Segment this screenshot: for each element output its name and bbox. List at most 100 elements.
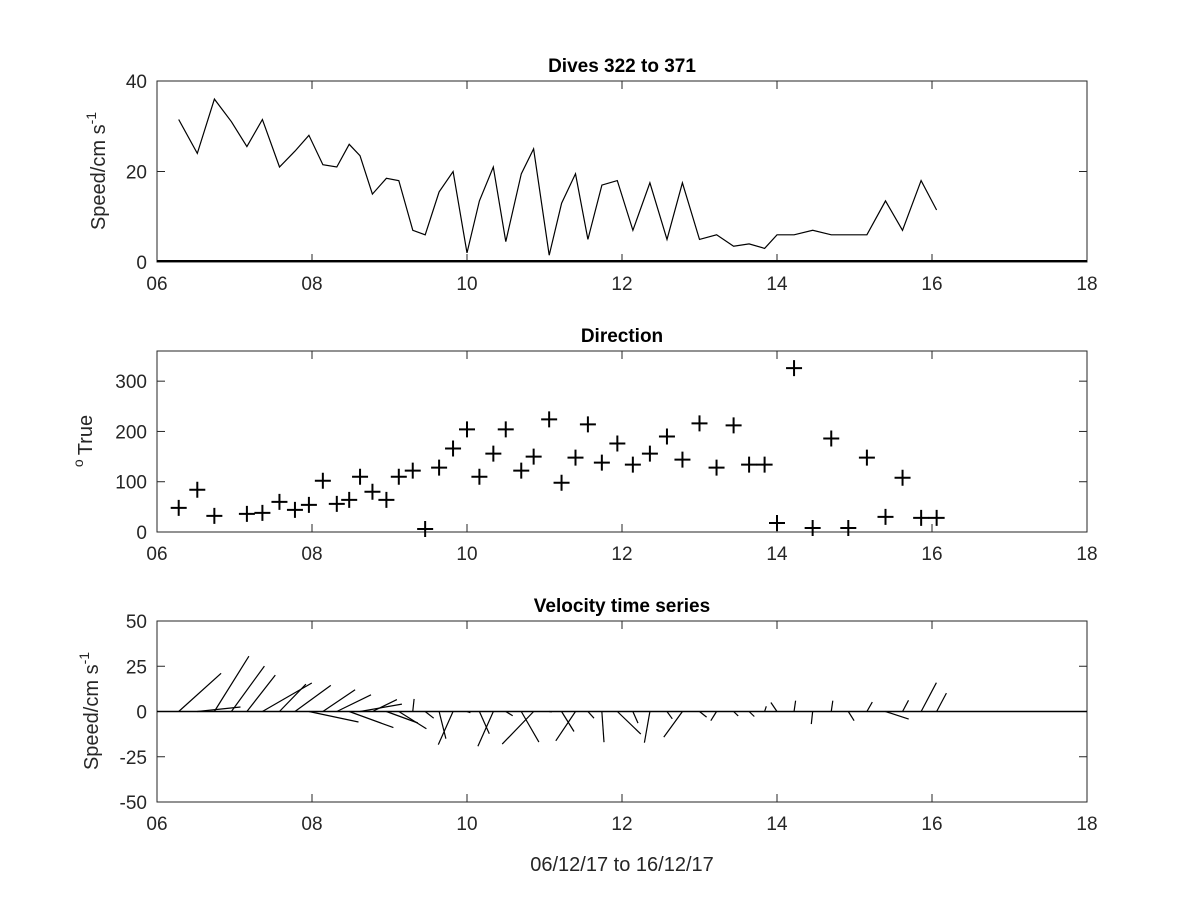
speed-x-ticks: 06 08 10 12 14 16 18 [146, 81, 1098, 295]
direction-ylabel-superscript: o [70, 459, 86, 467]
direction-point [553, 474, 570, 491]
speed-x-tick-label: 16 [921, 274, 942, 295]
direction-point [254, 504, 271, 521]
direction-point [579, 416, 596, 433]
direction-point [609, 435, 626, 452]
speed-ylabel-text: Speed/cm s [88, 124, 110, 230]
velocity-stick [230, 665, 265, 712]
speed-plot-area [156, 80, 1088, 263]
velocity-stick [322, 689, 356, 712]
velocity-y-tick-label: -25 [120, 748, 147, 769]
direction-point [364, 483, 381, 500]
velocity-x-tick-label: 18 [1076, 814, 1097, 835]
direction-point [431, 459, 448, 476]
speed-panel: Dives 322 to 371 Speed/cm s-1 06 08 10 12 14… [83, 56, 1098, 295]
direction-point [756, 456, 773, 473]
velocity-x-tick-label: 12 [611, 814, 632, 835]
direction-marks [170, 360, 945, 537]
velocity-stick [866, 701, 873, 712]
direction-x-tick-label: 16 [921, 544, 942, 565]
velocity-stick [308, 710, 359, 723]
velocity-x-tick-label: 14 [766, 814, 788, 835]
direction-point [471, 468, 488, 485]
velocity-x-tick-label: 08 [301, 814, 322, 835]
direction-point [206, 507, 223, 524]
direction-point [725, 417, 742, 434]
direction-point [840, 519, 857, 536]
velocity-y-tick-label: 0 [136, 703, 147, 724]
velocity-x-tick-label: 06 [146, 814, 167, 835]
velocity-stick [279, 683, 307, 712]
velocity-stick [478, 711, 490, 735]
velocity-stick [197, 706, 241, 713]
velocity-stick [178, 672, 222, 712]
speed-x-tick-label: 10 [456, 274, 477, 295]
direction-point [341, 491, 358, 508]
direction-point [286, 501, 303, 518]
direction-point [271, 493, 288, 510]
velocity-stick [810, 711, 814, 725]
direction-ylabel: o True [70, 415, 97, 467]
velocity-stick [262, 682, 313, 713]
velocity-stick [246, 674, 276, 712]
direction-point [913, 509, 930, 526]
velocity-stick [386, 710, 419, 724]
velocity-stick [601, 711, 605, 743]
velocity-stick [424, 711, 435, 719]
velocity-ylabel-superscript: -1 [76, 652, 92, 665]
direction-point [541, 411, 558, 428]
direction-y-tick-label: 0 [136, 523, 147, 544]
velocity-stick [920, 682, 937, 712]
direction-x-tick-label: 12 [611, 544, 632, 565]
velocity-stick [412, 698, 415, 712]
velocity-stick [666, 711, 673, 720]
speed-x-tick-label: 06 [146, 274, 167, 295]
velocity-x-ticks: 06 08 10 12 14 16 18 [146, 621, 1098, 835]
velocity-stick [520, 711, 540, 743]
speed-y-tick-label: 0 [136, 253, 147, 274]
direction-point [513, 462, 530, 479]
direction-y-tick-label: 200 [115, 422, 147, 443]
velocity-y-tick-label: -50 [120, 793, 147, 814]
velocity-x-tick-label: 10 [456, 814, 477, 835]
direction-point [417, 520, 434, 537]
direction-point [928, 509, 945, 526]
velocity-stick [438, 711, 447, 739]
direction-x-tick-label: 10 [456, 544, 477, 565]
velocity-stick [213, 655, 250, 712]
velocity-panel: Velocity time series Speed/cm s-1 06/12/… [76, 596, 1098, 876]
velocity-marks [157, 655, 1087, 747]
velocity-stick [710, 711, 718, 722]
speed-x-tick-label: 08 [301, 274, 322, 295]
direction-x-tick-label: 06 [146, 544, 167, 565]
velocity-stick [643, 711, 651, 743]
direction-point [804, 519, 821, 536]
velocity-stick [466, 710, 471, 714]
velocity-stick [437, 711, 454, 745]
direction-point [894, 469, 911, 486]
direction-point [823, 430, 840, 447]
direction-x-tick-label: 08 [301, 544, 322, 565]
velocity-stick [336, 694, 372, 713]
velocity-stick [733, 711, 739, 717]
velocity-y-ticks: -50 -25 0 25 50 [120, 612, 1087, 814]
direction-point [170, 499, 187, 516]
direction-point [641, 445, 658, 462]
direction-point [691, 415, 708, 432]
velocity-stick [501, 711, 535, 745]
direction-point [877, 508, 894, 525]
direction-point [525, 448, 542, 465]
velocity-y-tick-label: 25 [126, 657, 147, 678]
velocity-stick [830, 700, 834, 712]
velocity-stick [477, 711, 494, 747]
velocity-y-tick-label: 50 [126, 612, 147, 633]
direction-point [786, 360, 803, 377]
direction-point [497, 421, 514, 438]
speed-x-tick-label: 12 [611, 274, 632, 295]
direction-y-tick-label: 100 [115, 473, 147, 494]
velocity-title: Velocity time series [534, 596, 710, 617]
velocity-stick [936, 692, 947, 712]
velocity-stick [793, 700, 797, 712]
velocity-stick [885, 710, 909, 720]
